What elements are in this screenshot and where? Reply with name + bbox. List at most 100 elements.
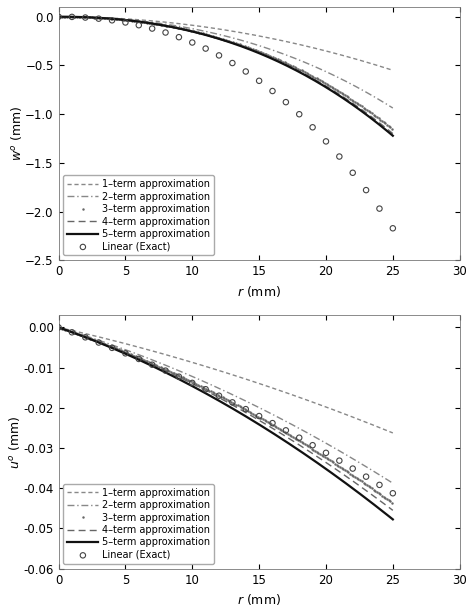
5–term approximation — [297, 69, 303, 76]
Linear (Exact) — [389, 223, 397, 233]
Linear (Exact) — [309, 440, 317, 450]
Linear (Exact) — [242, 66, 249, 76]
Linear (Exact) — [255, 76, 263, 86]
3–term approximation — [56, 324, 62, 331]
1–term approximation — [188, 21, 194, 29]
Linear (Exact) — [282, 97, 290, 107]
Line: 5–term approximation: 5–term approximation — [59, 327, 393, 519]
Linear (Exact) — [202, 384, 210, 394]
Linear (Exact) — [189, 378, 196, 388]
3–term approximation — [297, 438, 303, 445]
X-axis label: $r$ (mm): $r$ (mm) — [237, 284, 281, 298]
Linear (Exact) — [242, 404, 249, 414]
5–term approximation — [188, 28, 194, 35]
Linear (Exact) — [135, 20, 143, 30]
Linear (Exact) — [269, 418, 276, 428]
4–term approximation — [96, 338, 101, 346]
4–term approximation — [56, 324, 62, 331]
3–term approximation — [266, 419, 272, 427]
2–term approximation — [188, 25, 194, 32]
2–term approximation — [96, 14, 101, 21]
Linear (Exact) — [108, 15, 116, 25]
5–term approximation — [299, 69, 304, 77]
3–term approximation — [188, 27, 194, 34]
5–term approximation — [188, 382, 194, 389]
4–term approximation — [299, 443, 304, 450]
1–term approximation — [266, 383, 272, 391]
5–term approximation — [164, 23, 170, 30]
Legend: 1–term approximation, 2–term approximation, 3–term approximation, 4–term approxi: 1–term approximation, 2–term approximati… — [64, 484, 214, 564]
5–term approximation — [96, 14, 101, 21]
5–term approximation — [297, 447, 303, 454]
Linear (Exact) — [68, 12, 76, 22]
Linear (Exact) — [362, 185, 370, 195]
Linear (Exact) — [175, 371, 182, 381]
Linear (Exact) — [336, 456, 343, 465]
3–term approximation — [299, 67, 304, 74]
4–term approximation — [297, 68, 303, 75]
Linear (Exact) — [202, 44, 210, 53]
Line: 1–term approximation: 1–term approximation — [59, 17, 393, 70]
3–term approximation — [297, 66, 303, 73]
4–term approximation — [299, 69, 304, 76]
Linear (Exact) — [362, 472, 370, 481]
Linear (Exact) — [162, 366, 169, 376]
Line: 3–term approximation: 3–term approximation — [57, 15, 394, 130]
Linear (Exact) — [55, 322, 63, 332]
5–term approximation — [390, 516, 396, 523]
1–term approximation — [56, 13, 62, 20]
Linear (Exact) — [122, 18, 129, 28]
2–term approximation — [299, 57, 304, 64]
Linear (Exact) — [82, 332, 89, 342]
2–term approximation — [297, 56, 303, 64]
5–term approximation — [390, 132, 396, 139]
1–term approximation — [299, 394, 304, 402]
2–term approximation — [56, 13, 62, 20]
Linear (Exact) — [349, 168, 356, 177]
Linear (Exact) — [148, 23, 156, 33]
Linear (Exact) — [376, 480, 383, 490]
2–term approximation — [299, 426, 304, 433]
3–term approximation — [390, 126, 396, 133]
4–term approximation — [266, 422, 272, 430]
4–term approximation — [96, 14, 101, 21]
Linear (Exact) — [336, 152, 343, 161]
Linear (Exact) — [175, 33, 182, 42]
Linear (Exact) — [322, 448, 330, 458]
Linear (Exact) — [255, 411, 263, 421]
5–term approximation — [266, 53, 272, 61]
Linear (Exact) — [148, 360, 156, 370]
1–term approximation — [188, 359, 194, 366]
Line: 2–term approximation: 2–term approximation — [59, 17, 393, 108]
3–term approximation — [56, 13, 62, 20]
5–term approximation — [164, 370, 170, 377]
4–term approximation — [390, 507, 396, 514]
Linear (Exact) — [376, 204, 383, 214]
Linear (Exact) — [55, 12, 63, 21]
3–term approximation — [188, 378, 194, 385]
5–term approximation — [299, 448, 304, 456]
4–term approximation — [188, 379, 194, 387]
Linear (Exact) — [95, 14, 102, 23]
Legend: 1–term approximation, 2–term approximation, 3–term approximation, 4–term approxi: 1–term approximation, 2–term approximati… — [64, 176, 214, 255]
Linear (Exact) — [269, 86, 276, 96]
5–term approximation — [56, 13, 62, 20]
Line: 3–term approximation: 3–term approximation — [57, 327, 394, 504]
2–term approximation — [56, 324, 62, 331]
2–term approximation — [266, 45, 272, 52]
5–term approximation — [266, 427, 272, 434]
Linear (Exact) — [309, 122, 317, 132]
4–term approximation — [188, 27, 194, 34]
Linear (Exact) — [82, 13, 89, 23]
2–term approximation — [297, 425, 303, 432]
1–term approximation — [266, 34, 272, 42]
4–term approximation — [297, 441, 303, 449]
X-axis label: $r$ (mm): $r$ (mm) — [237, 592, 281, 607]
Linear (Exact) — [215, 391, 223, 400]
Linear (Exact) — [322, 136, 330, 146]
Linear (Exact) — [68, 327, 76, 337]
Y-axis label: $u^o$ (mm): $u^o$ (mm) — [7, 416, 22, 468]
1–term approximation — [299, 41, 304, 49]
3–term approximation — [299, 438, 304, 446]
1–term approximation — [164, 18, 170, 26]
